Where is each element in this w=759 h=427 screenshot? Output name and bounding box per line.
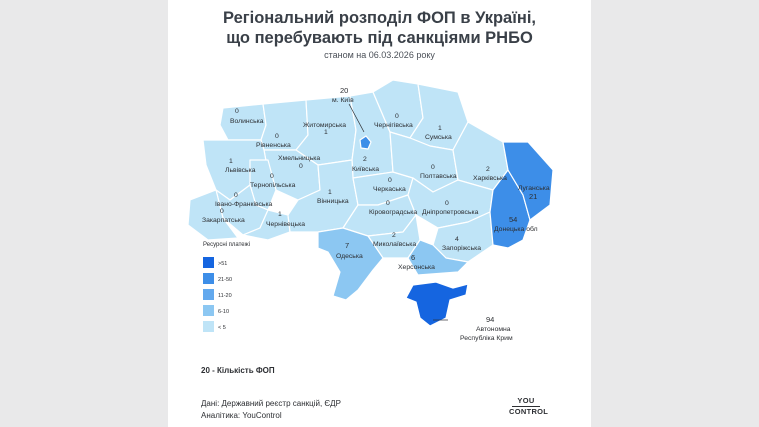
region-count-zhytomyrska: 1 bbox=[324, 129, 328, 136]
region-count-cherkaska: 0 bbox=[388, 177, 392, 184]
region-label-volynska: Волинська bbox=[230, 118, 264, 125]
crimea-label-line-1: Автономна bbox=[476, 326, 511, 333]
region-label-dnipropetrovska: Дніпропетровська bbox=[422, 208, 479, 216]
kyiv-city-label: м. Київ bbox=[332, 97, 354, 104]
region-label-odeska: Одеська bbox=[336, 253, 363, 260]
region-label-khersonska: Херсонська bbox=[398, 264, 435, 271]
region-label-mykolaivska: Миколаївська bbox=[373, 241, 416, 248]
legend-swatch-21-50 bbox=[203, 273, 214, 284]
region-count-ivano-frankivska: 0 bbox=[234, 192, 238, 199]
region-count-lvivska: 1 bbox=[229, 158, 233, 165]
legend-swatch-11-20 bbox=[203, 289, 214, 300]
region-count-chernihivska: 0 bbox=[395, 113, 399, 120]
source-line-1: Дані: Державний реєстр санкцій, ЄДР bbox=[201, 399, 341, 408]
region-count-ternopilska: 0 bbox=[270, 173, 274, 180]
region-label-zakarpatska: Закарпатська bbox=[202, 217, 245, 224]
region-label-ivano-frankivska: Івано-Франківська bbox=[215, 200, 273, 208]
region-label-lvivska: Львівська bbox=[225, 166, 256, 174]
region-count-mykolaivska: 2 bbox=[392, 232, 396, 239]
region-count-kirovohradska: 0 bbox=[386, 200, 390, 207]
region-label-vinnytska: Вінницька bbox=[317, 197, 349, 205]
title-line-2: що перебувають під санкціями РНБО bbox=[226, 29, 533, 47]
legend-label-21-50: 21-50 bbox=[218, 277, 232, 283]
region-label-cherkaska: Черкаська bbox=[373, 186, 406, 193]
kyiv-city-count: 20 bbox=[340, 86, 348, 95]
crimea-count: 94 bbox=[486, 315, 494, 324]
region-count-kyivska: 2 bbox=[363, 156, 367, 163]
region-shape-luhanska bbox=[502, 141, 554, 221]
page-subtitle: станом на 06.03.2026 року bbox=[324, 50, 435, 60]
title-line-1: Регіональний розподіл ФОП в Україні, bbox=[222, 9, 537, 27]
region-shape-kyiv-city bbox=[359, 135, 372, 150]
legend-label-11-20: 11-20 bbox=[218, 293, 232, 299]
region-count-poltavska: 0 bbox=[431, 164, 435, 171]
region-shape-khersonska bbox=[407, 239, 469, 276]
legend-label-gt51: >51 bbox=[218, 261, 227, 267]
region-shape-odeska bbox=[317, 227, 384, 301]
region-label-kyivska: Київська bbox=[352, 166, 379, 173]
logo-line-1: YOU bbox=[517, 396, 535, 405]
footnote-legend: 20 - Кількість ФОП bbox=[201, 366, 275, 375]
region-count-khmelnytska: 0 bbox=[299, 163, 303, 170]
region-count-volynska: 0 bbox=[235, 108, 239, 115]
region-label-donetska: Донецька обл bbox=[494, 225, 538, 233]
region-label-kharkivska: Харківська bbox=[473, 174, 507, 182]
region-count-odeska: 7 bbox=[345, 241, 349, 250]
ukraine-map: 0 Волинська 0 Рівненська 1 Житомирська 0… bbox=[187, 79, 554, 342]
region-count-sumska: 1 bbox=[438, 125, 442, 132]
crimea-label-line-2: Республіка Крим bbox=[460, 334, 513, 342]
legend-title: Ресурсні платежі bbox=[203, 242, 250, 248]
kyiv-leader-line bbox=[348, 103, 365, 133]
region-count-khersonska: 6 bbox=[411, 253, 415, 262]
region-label-sumska: Сумська bbox=[425, 134, 452, 141]
source-line-2: Аналітика: YouControl bbox=[201, 411, 282, 420]
region-count-zakarpatska: 0 bbox=[220, 208, 224, 215]
region-count-donetska: 54 bbox=[509, 215, 517, 224]
youcontrol-logo: YOU CONTROL bbox=[509, 396, 548, 416]
legend-label-6-10: 6-10 bbox=[218, 309, 229, 315]
region-count-kharkivska: 2 bbox=[486, 166, 490, 173]
region-count-rivnenska: 0 bbox=[275, 133, 279, 140]
legend-label-lt5: < 5 bbox=[218, 325, 226, 331]
region-label-luhanska: Луганська bbox=[518, 185, 550, 192]
region-label-rivnenska: Рівненська bbox=[256, 141, 291, 149]
legend-swatch-gt51 bbox=[203, 257, 214, 268]
logo-divider bbox=[512, 406, 540, 407]
legend: Ресурсні платежі >51 21-50 11-20 6-10 < … bbox=[203, 242, 250, 332]
region-count-zaporizka: 4 bbox=[455, 236, 459, 243]
region-label-poltavska: Полтавська bbox=[420, 173, 457, 180]
region-label-chernivetska: Чернівецька bbox=[266, 220, 305, 228]
region-count-luhanska: 21 bbox=[529, 192, 537, 201]
region-label-khmelnytska: Хмельницька bbox=[278, 155, 320, 162]
region-label-zaporizka: Запоріжська bbox=[442, 244, 481, 252]
region-shape-crimea bbox=[405, 281, 469, 327]
page-title: Регіональний розподіл ФОП в Україні, що … bbox=[168, 8, 591, 48]
legend-swatch-lt5 bbox=[203, 321, 214, 332]
region-count-dnipropetrovska: 0 bbox=[445, 200, 449, 207]
region-shape-zakarpatska bbox=[187, 189, 239, 241]
legend-swatch-6-10 bbox=[203, 305, 214, 316]
logo-line-2: CONTROL bbox=[509, 407, 549, 416]
region-label-ternopilska: Тернопільська bbox=[250, 181, 296, 189]
region-label-kirovohradska: Кіровоградська bbox=[369, 208, 417, 216]
region-count-chernivetska: 1 bbox=[278, 211, 282, 218]
region-label-zhytomyrska: Житомирська bbox=[303, 122, 346, 129]
infographic-card: Регіональний розподіл ФОП в Україні, що … bbox=[168, 0, 591, 427]
region-label-chernihivska: Чернігівська bbox=[374, 121, 413, 129]
region-count-vinnytska: 1 bbox=[328, 189, 332, 196]
